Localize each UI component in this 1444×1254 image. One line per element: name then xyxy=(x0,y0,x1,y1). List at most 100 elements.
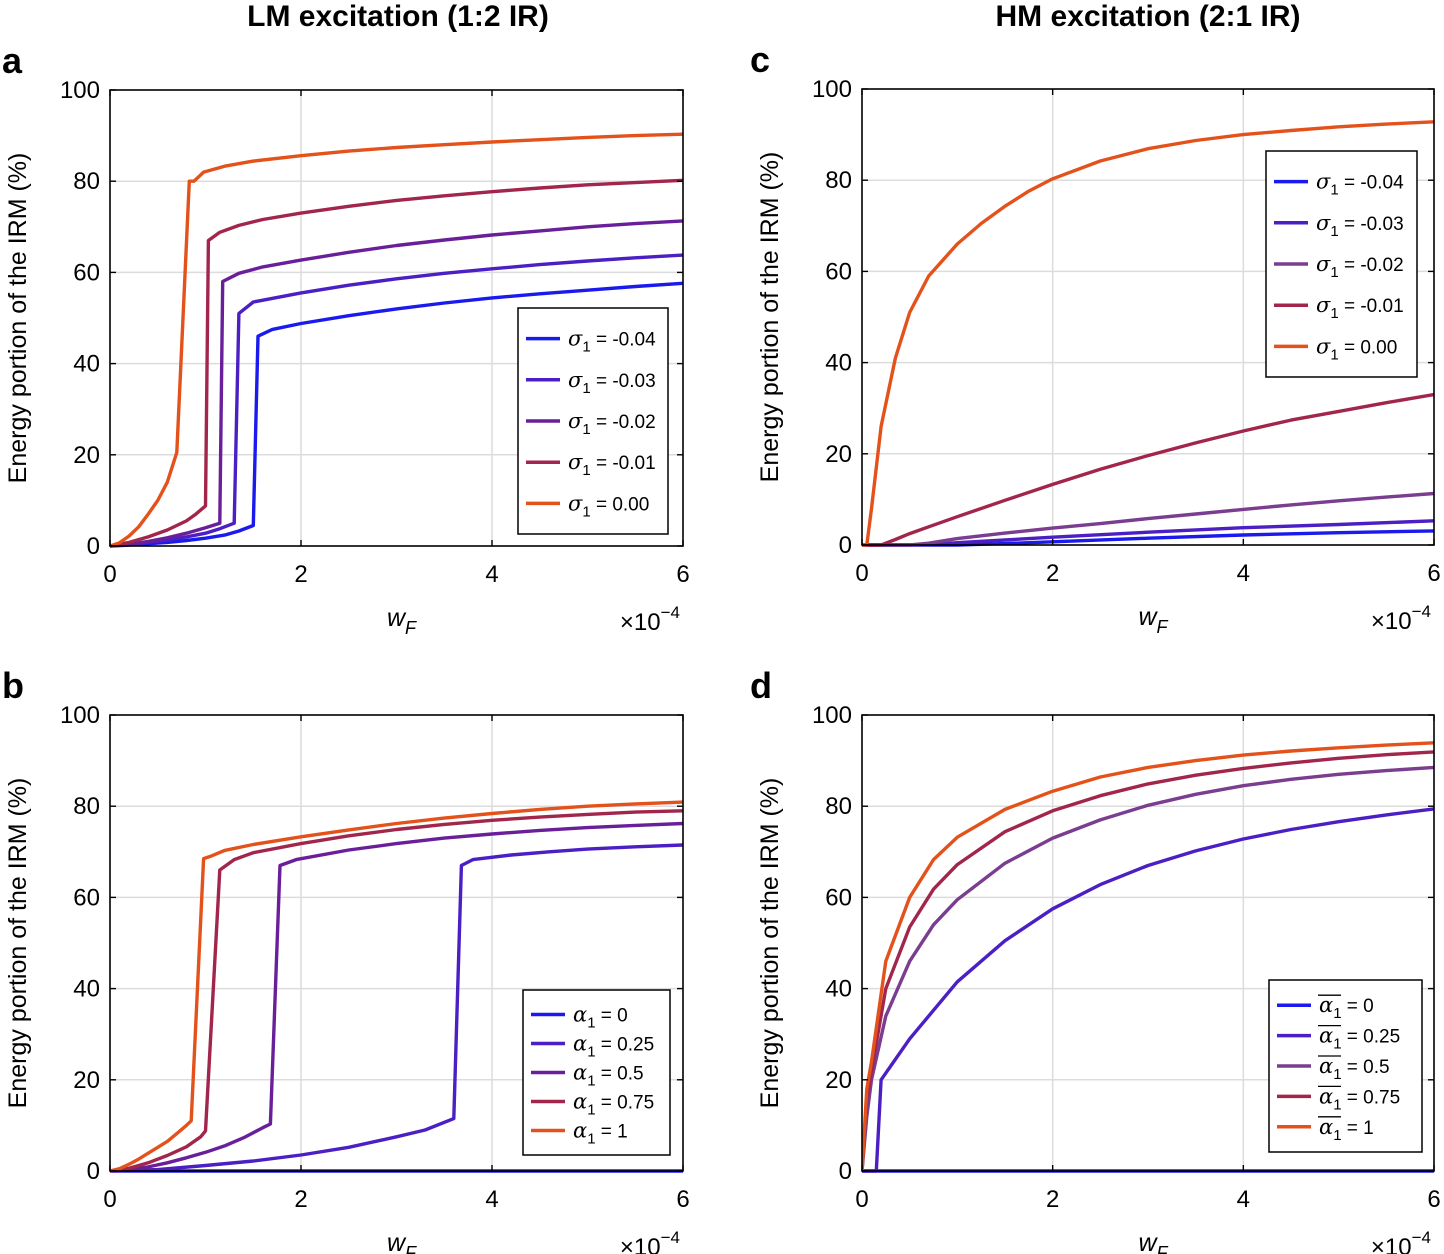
legend-label: α1 = 0.5 xyxy=(1319,1054,1390,1083)
legend-subscript: 1 xyxy=(587,1015,595,1032)
x-tick-label: 2 xyxy=(294,561,307,588)
series-line xyxy=(110,281,683,548)
column-title-lm: LM excitation (1:2 IR) xyxy=(247,0,549,33)
x-tick-label: 6 xyxy=(676,561,689,588)
legend-value: = 1 xyxy=(1342,1118,1374,1139)
series-line xyxy=(862,807,1434,1173)
legend-symbol: σ xyxy=(568,491,583,515)
legend-entry: σ1 = 0.00 xyxy=(1274,334,1397,363)
y-tick-label: 40 xyxy=(73,976,100,1003)
legend-value: = -0.04 xyxy=(1339,173,1404,194)
legend-entry: α1 = 0 xyxy=(1277,993,1374,1022)
series-line xyxy=(110,132,683,548)
legend-label: σ1 = -0.02 xyxy=(568,409,656,438)
legend-symbol: σ xyxy=(1316,252,1331,276)
legend-subscript: 1 xyxy=(587,1131,595,1148)
legend-entry: α1 = 0.75 xyxy=(531,1090,654,1119)
y-axis-label: Energy portion of the IRM (%) xyxy=(756,778,784,1109)
legend-subscript: 1 xyxy=(582,503,590,520)
legend-entry: σ1 = -0.03 xyxy=(1274,211,1404,240)
y-tick-label: 100 xyxy=(812,76,852,103)
legend-subscript: 1 xyxy=(587,1102,595,1119)
legend-entry: α1 = 1 xyxy=(531,1119,628,1148)
legend-value: = 0.00 xyxy=(591,494,650,515)
legend-entry: α1 = 0 xyxy=(531,1003,628,1032)
legend-subscript: 1 xyxy=(582,462,590,479)
x-tick-label: 2 xyxy=(1046,1186,1059,1213)
legend-label: σ1 = -0.01 xyxy=(568,450,656,479)
legend-entry: σ1 = 0.00 xyxy=(526,491,649,520)
y-tick-label: 40 xyxy=(73,351,100,378)
legend-label: σ1 = -0.03 xyxy=(1316,211,1404,240)
y-tick-label: 20 xyxy=(825,441,852,468)
legend-label: α1 = 0.75 xyxy=(573,1090,654,1119)
x-scale-factor: ×10−4 xyxy=(620,603,680,636)
legend-value: = 0.25 xyxy=(1342,1027,1401,1048)
x-tick-label: 4 xyxy=(1237,560,1250,587)
legend-subscript: 1 xyxy=(582,421,590,438)
x-tick-label: 4 xyxy=(485,561,498,588)
x-axis-label: wF xyxy=(1138,1229,1168,1254)
axes-box xyxy=(109,714,684,1172)
legend-label: σ1 = -0.03 xyxy=(568,368,656,397)
legend-entry: α1 = 0.25 xyxy=(1277,1024,1400,1053)
legend-label: α1 = 0.25 xyxy=(573,1032,654,1061)
panel-label: b xyxy=(2,665,24,706)
y-tick-label: 80 xyxy=(73,168,100,195)
x-tick-label: 6 xyxy=(1427,560,1440,587)
series-line xyxy=(862,741,1434,1172)
y-tick-label: 80 xyxy=(73,793,100,820)
legend-value: = 0.5 xyxy=(1342,1057,1390,1078)
legend-label: α1 = 1 xyxy=(1319,1115,1374,1144)
legend-symbol: σ xyxy=(1316,334,1331,358)
legend-entry: σ1 = -0.02 xyxy=(526,409,656,438)
legend-symbol: σ xyxy=(1316,211,1331,235)
legend-label: α1 = 0.75 xyxy=(1319,1084,1400,1113)
legend-subscript: 1 xyxy=(582,380,590,397)
y-tick-label: 100 xyxy=(60,702,100,729)
legend-label: σ1 = 0.00 xyxy=(1316,334,1397,363)
legend-entry: α1 = 0.25 xyxy=(531,1032,654,1061)
legend-label: α1 = 0 xyxy=(1319,993,1374,1022)
y-tick-label: 100 xyxy=(812,702,852,729)
legend-subscript: 1 xyxy=(582,339,590,356)
series-line xyxy=(862,765,1434,1172)
legend-label: α1 = 0.5 xyxy=(573,1061,644,1090)
x-tick-label: 2 xyxy=(294,1186,307,1213)
x-tick-label: 6 xyxy=(676,1186,689,1213)
series-line xyxy=(110,219,683,548)
y-tick-label: 80 xyxy=(825,793,852,820)
y-tick-label: 20 xyxy=(825,1067,852,1094)
legend-label: σ1 = -0.04 xyxy=(568,327,656,356)
series-line xyxy=(110,253,683,548)
legend-entry: α1 = 0.75 xyxy=(1277,1084,1400,1113)
legend-box xyxy=(1268,979,1423,1153)
x-scale-factor: ×10−4 xyxy=(1371,602,1431,635)
legend-value: = -0.03 xyxy=(1339,214,1404,235)
series-line xyxy=(110,821,683,1173)
series-line xyxy=(110,843,683,1173)
series-line xyxy=(110,800,683,1173)
series-line xyxy=(862,120,1434,547)
axes-box xyxy=(109,89,684,547)
legend-value: = -0.03 xyxy=(591,371,656,392)
legend-entry: σ1 = -0.04 xyxy=(1274,170,1404,199)
legend-subscript: 1 xyxy=(587,1044,595,1061)
legend-symbol: α xyxy=(1319,993,1333,1017)
legend-entry: σ1 = -0.04 xyxy=(526,327,656,356)
x-tick-label: 6 xyxy=(1427,1186,1440,1213)
x-axis-label: wF xyxy=(387,1229,417,1254)
legend-subscript: 1 xyxy=(1330,223,1338,240)
legend-value: = 0 xyxy=(1342,996,1374,1017)
legend-label: σ1 = -0.04 xyxy=(1316,170,1404,199)
legend-value: = 0.5 xyxy=(596,1064,644,1085)
legend-entry: α1 = 0.5 xyxy=(1277,1054,1390,1083)
legend-subscript: 1 xyxy=(1333,1127,1341,1144)
legend-value: = 0.75 xyxy=(1342,1087,1401,1108)
y-tick-label: 40 xyxy=(825,976,852,1003)
legend-value: = -0.04 xyxy=(591,330,656,351)
